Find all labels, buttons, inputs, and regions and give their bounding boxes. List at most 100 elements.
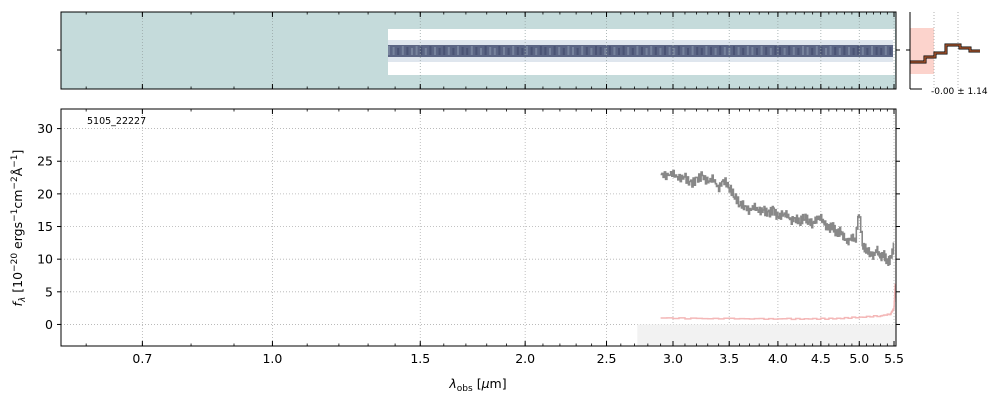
trace-streak bbox=[627, 47, 630, 55]
trace-streak bbox=[429, 46, 432, 55]
trace-streak bbox=[691, 46, 694, 55]
flux-spectrum-line bbox=[660, 169, 895, 267]
trace-streak bbox=[415, 46, 418, 55]
profile-error-band bbox=[910, 28, 934, 74]
trace-streak bbox=[871, 46, 873, 55]
trace-streak bbox=[457, 46, 459, 55]
trace-streak bbox=[397, 48, 400, 55]
spectrum-2d-ticks bbox=[85, 12, 895, 89]
trace-streak bbox=[516, 47, 519, 55]
y-axis-label: fλ [10−20 ergs−1cm−2Å−1] bbox=[10, 150, 28, 307]
trace-streak bbox=[852, 48, 855, 55]
trace-streak bbox=[576, 48, 579, 55]
trace-streak bbox=[889, 47, 892, 55]
y-tick-label: 25 bbox=[37, 154, 53, 169]
x-tick-label: 5.5 bbox=[884, 351, 904, 366]
trace-streak bbox=[470, 46, 473, 55]
trace-streak bbox=[838, 48, 841, 55]
trace-streak bbox=[599, 47, 602, 55]
trace-streak bbox=[549, 48, 551, 55]
trace-streak bbox=[710, 47, 712, 55]
profile-annotation: -0.00 ± 1.14 bbox=[931, 87, 988, 97]
x-tick-label: 0.7 bbox=[132, 351, 152, 366]
trace-streak bbox=[411, 48, 413, 55]
trace-streak bbox=[884, 46, 887, 55]
trace-streak bbox=[774, 46, 777, 55]
trace-streak bbox=[401, 46, 404, 55]
y-tick-label: 15 bbox=[37, 219, 53, 234]
trace-streak bbox=[829, 46, 832, 55]
x-tick-label: 2.0 bbox=[515, 351, 535, 366]
trace-streak bbox=[677, 46, 680, 55]
spectrum-2d-grid bbox=[141, 12, 895, 89]
trace-streak bbox=[811, 48, 814, 55]
trace-streak bbox=[452, 48, 455, 55]
trace-streak bbox=[512, 46, 515, 55]
trace-streak bbox=[664, 46, 666, 55]
trace-streak bbox=[719, 46, 722, 55]
trace-streak bbox=[650, 46, 653, 55]
trace-streak bbox=[806, 47, 809, 55]
trace-streak bbox=[756, 48, 758, 55]
x-tick-label: 4.0 bbox=[768, 351, 788, 366]
trace-streak bbox=[466, 48, 469, 55]
x-axis-label: λobs [μm] bbox=[448, 376, 506, 394]
x-tick-label: 2.5 bbox=[597, 351, 617, 366]
trace-streak bbox=[447, 47, 450, 55]
trace-streak bbox=[802, 46, 804, 55]
trace-streak bbox=[700, 48, 703, 55]
trace-streak bbox=[622, 46, 625, 55]
trace-streak bbox=[595, 46, 597, 55]
trace-streak bbox=[866, 48, 869, 55]
y-tick-label: 0 bbox=[45, 317, 53, 332]
trace-streak bbox=[673, 48, 676, 55]
trace-streak bbox=[857, 46, 860, 55]
trace-streak bbox=[742, 48, 745, 55]
trace-streak bbox=[815, 46, 818, 55]
trace-streak bbox=[848, 47, 850, 55]
trace-streak bbox=[503, 47, 505, 55]
trace-streak bbox=[493, 48, 496, 55]
zero-level-band bbox=[637, 324, 896, 346]
trace-streak bbox=[687, 48, 689, 55]
trace-streak bbox=[631, 48, 634, 55]
trace-streak bbox=[590, 48, 593, 55]
spectrum-1d-grid bbox=[61, 109, 896, 346]
trace-streak bbox=[420, 47, 423, 55]
trace-streak bbox=[613, 47, 616, 55]
trace-streak bbox=[636, 46, 639, 55]
profile-curve bbox=[910, 44, 980, 63]
x-tick-label: 1.0 bbox=[262, 351, 282, 366]
trace-streak bbox=[461, 47, 464, 55]
trace-streak bbox=[507, 48, 510, 55]
trace-streak bbox=[530, 47, 533, 55]
trace-streak bbox=[654, 47, 657, 55]
spectrum-2d-trace-streaks bbox=[388, 46, 892, 55]
trace-streak bbox=[406, 47, 409, 55]
trace-streak bbox=[392, 47, 395, 55]
trace-streak bbox=[788, 46, 791, 55]
y-axis-ticks: 0 5 10 15 20 25 30 bbox=[37, 121, 900, 332]
y-tick-label: 20 bbox=[37, 186, 53, 201]
spectrum-1d-panel: 0.7 1.0 1.5 2.0 2.5 3.0 3.5 4.0 4.5 5.0 5.5 0 5 10 15… bbox=[10, 108, 904, 394]
trace-streak bbox=[443, 46, 446, 55]
trace-streak bbox=[783, 48, 786, 55]
trace-streak bbox=[820, 47, 823, 55]
trace-streak bbox=[572, 47, 574, 55]
x-tick-label: 4.5 bbox=[811, 351, 831, 366]
trace-streak bbox=[834, 47, 837, 55]
trace-streak bbox=[604, 48, 607, 55]
trace-streak bbox=[765, 47, 768, 55]
trace-streak bbox=[751, 47, 754, 55]
trace-streak bbox=[760, 46, 763, 55]
trace-streak bbox=[723, 47, 726, 55]
trace-streak bbox=[641, 47, 643, 55]
trace-streak bbox=[875, 47, 878, 55]
x-tick-label: 1.5 bbox=[410, 351, 430, 366]
trace-streak bbox=[544, 47, 547, 55]
y-tick-label: 30 bbox=[37, 121, 53, 136]
trace-streak bbox=[539, 46, 542, 55]
trace-streak bbox=[843, 46, 846, 55]
trace-streak bbox=[484, 46, 487, 55]
